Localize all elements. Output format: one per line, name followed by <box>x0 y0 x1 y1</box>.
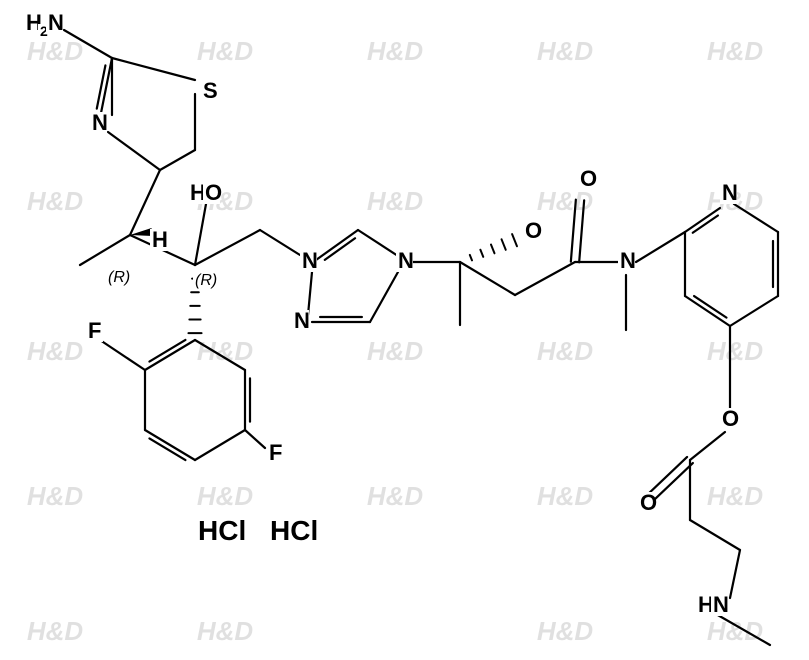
atom-label: F <box>269 440 282 465</box>
atom-label: N <box>92 110 108 135</box>
atom-label: O <box>525 218 542 243</box>
atom-label: F <box>88 318 101 343</box>
atom-label: N <box>294 308 310 333</box>
atom-label: N <box>48 10 64 35</box>
canvas-bg <box>0 0 809 660</box>
atom-label: (R) <box>195 272 217 289</box>
atom-label: O <box>722 406 739 431</box>
atom-label: N <box>722 180 738 205</box>
chemical-structure-svg: H&DH&DH&DH&DH&DH&DH&DH&DH&DH&DH&DH&DH&DH… <box>0 0 809 660</box>
atom-label: (R) <box>108 269 130 286</box>
atom-label: HCl <box>198 515 246 546</box>
atom-label: N <box>620 248 636 273</box>
atom-label: N <box>302 248 318 273</box>
atom-label: O <box>205 180 222 205</box>
atom-label: HCl <box>270 515 318 546</box>
atom-label: N <box>713 592 729 617</box>
atom-label: H <box>152 227 168 252</box>
atom-label: N <box>398 248 414 273</box>
atom-label: O <box>580 166 597 191</box>
atom-label: O <box>640 490 657 515</box>
atom-label: S <box>203 78 218 103</box>
